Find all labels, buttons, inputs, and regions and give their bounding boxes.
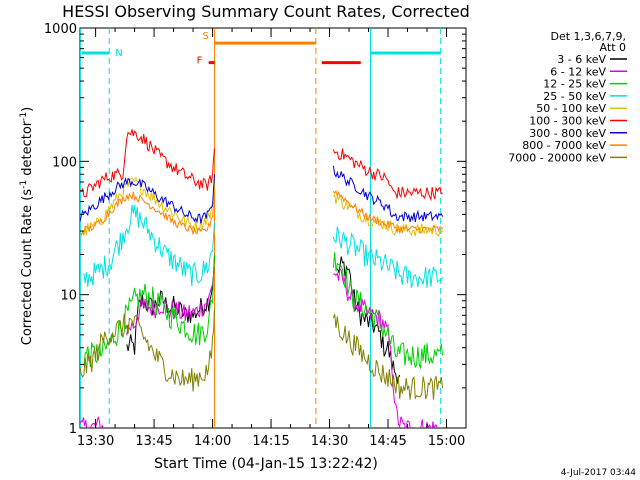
y-axis-label-end: ) <box>20 107 35 112</box>
series-line <box>83 254 215 368</box>
chart-title: HESSI Observing Summary Count Rates, Cor… <box>62 2 470 21</box>
x-tick-label: 13:30 <box>77 434 114 449</box>
legend-entry-label: 800 - 7000 keV <box>522 139 606 152</box>
y-axis-label: Corrected Count Rate (s-1 detector-1) <box>19 107 35 345</box>
series-line <box>80 307 215 392</box>
series-line <box>332 165 444 223</box>
flare-label: F <box>197 56 203 67</box>
footer-timestamp: 4-Jul-2017 03:44 <box>561 468 637 478</box>
series-12_25keV <box>83 252 444 369</box>
x-tick-label: 14:30 <box>311 434 348 449</box>
legend-entry-label: 6 - 12 keV <box>550 65 606 78</box>
series-line <box>83 204 215 287</box>
legend-entry-label: 7000 - 20000 keV <box>508 151 606 164</box>
series-line <box>333 267 439 428</box>
y-tick-label: 1000 <box>44 22 77 37</box>
legend-entry-label: 25 - 50 keV <box>543 90 606 103</box>
legend-entry-label: 50 - 100 keV <box>536 102 606 115</box>
legend-header-line2: Att 0 <box>600 41 626 54</box>
y-axis-label-main: Corrected Count Rate (s <box>20 189 35 346</box>
series-300_800keV <box>80 165 444 224</box>
y-axis: 1 10 100 1000 <box>44 22 466 437</box>
y-tick-label: 100 <box>52 155 77 170</box>
y-tick-label: 1 <box>69 422 77 437</box>
series-line <box>332 226 444 289</box>
series-line <box>332 189 444 234</box>
x-tick-label: 14:00 <box>194 434 231 449</box>
series-25_50keV <box>83 204 444 289</box>
legend-entry-label: 300 - 800 keV <box>529 127 606 140</box>
series-800_7000keV <box>80 189 444 237</box>
plot-inner <box>80 28 444 428</box>
x-tick-label: 15:00 <box>428 434 465 449</box>
series-line <box>83 176 215 235</box>
series-line <box>332 148 443 202</box>
y-axis-label-mid: detector <box>20 120 35 180</box>
y-axis-label-sup1: -1 <box>19 180 29 189</box>
series-line <box>80 416 104 428</box>
night-label: N <box>115 48 122 59</box>
legend-entry-label: 3 - 6 keV <box>557 53 606 66</box>
series-line <box>332 252 444 369</box>
series-line <box>80 190 215 237</box>
legend-header-line1: Det 1,3,6,7,9, <box>550 30 626 43</box>
x-tick-label: 14:15 <box>252 434 289 449</box>
series-line <box>80 174 215 224</box>
plot-area: N S F <box>79 27 467 429</box>
series-100_300keV <box>80 129 443 202</box>
legend-entry-label: 12 - 25 keV <box>543 78 606 91</box>
x-axis-label: Start Time (04-Jan-15 13:22:42) <box>154 456 378 472</box>
series-line <box>336 256 401 385</box>
x-axis: 13:30 13:45 14:00 14:15 14:30 14:45 15:00 <box>77 28 467 449</box>
y-tick-label: 10 <box>60 289 77 304</box>
legend-entry-label: 100 - 300 keV <box>529 115 606 128</box>
series-line <box>80 129 215 198</box>
y-axis-label-sup2: -1 <box>19 112 29 121</box>
series-3_6keV <box>126 254 401 385</box>
series-7000_20000keV <box>80 307 444 400</box>
x-tick-label: 13:45 <box>135 434 172 449</box>
saa-label: S <box>203 31 209 42</box>
plot-frame <box>79 27 467 429</box>
x-tick-label: 14:45 <box>369 434 406 449</box>
series-line <box>332 314 444 400</box>
